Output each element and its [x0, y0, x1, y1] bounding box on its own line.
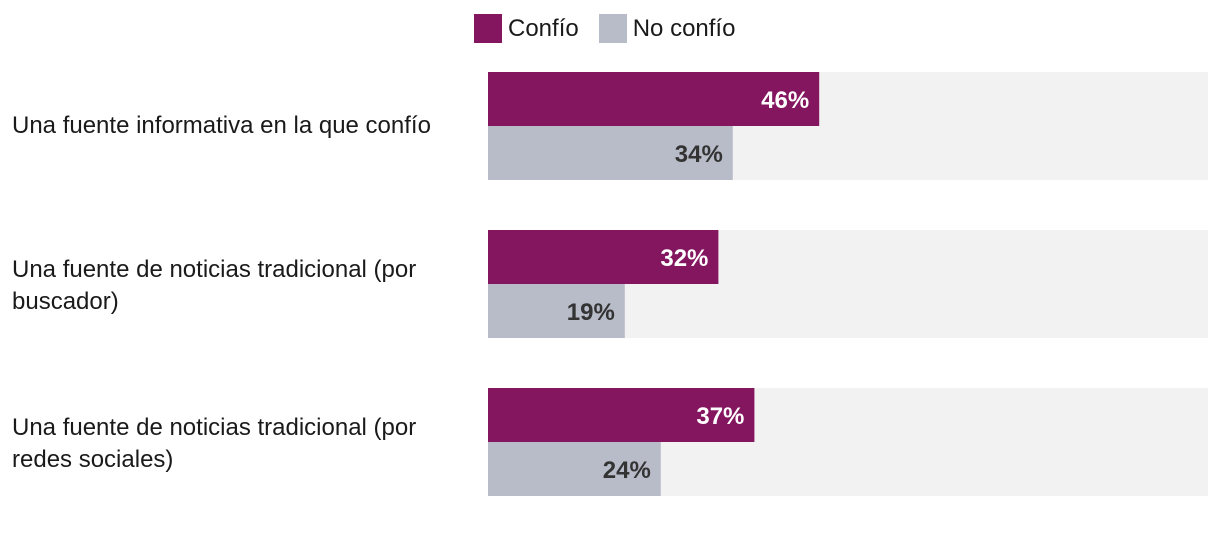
data-label-trust-3: 37% — [696, 403, 744, 430]
legend-item-no-trust: No confío — [598, 14, 736, 43]
data-label-no-trust-2: 19% — [567, 299, 615, 326]
data-label-no-trust-3: 24% — [603, 457, 651, 484]
category-label-1: Una fuente informativa en la que confío — [12, 112, 431, 139]
legend-label-no-trust: No confío — [632, 14, 736, 42]
data-label-trust-1: 46% — [761, 87, 809, 114]
bar-no-trust-2 — [488, 284, 625, 338]
legend: Confío No confío — [474, 14, 755, 43]
data-label-no-trust-1: 34% — [675, 141, 723, 168]
data-label-trust-2: 32% — [660, 245, 708, 272]
bar-no-trust-1 — [488, 126, 733, 180]
bar-trust-2 — [488, 230, 719, 284]
bar-no-trust-3 — [488, 442, 661, 496]
legend-item-trust: Confío — [474, 14, 579, 43]
legend-label-trust: Confío — [508, 14, 579, 42]
category-label-2: Una fuente de noticias tradicional (por … — [12, 256, 417, 315]
legend-swatch-no-trust — [598, 14, 627, 43]
bar-trust-3 — [488, 388, 755, 442]
bar-trust-1 — [488, 72, 820, 126]
category-label-3: Una fuente de noticias tradicional (por … — [12, 414, 417, 473]
legend-swatch-trust — [474, 14, 502, 43]
